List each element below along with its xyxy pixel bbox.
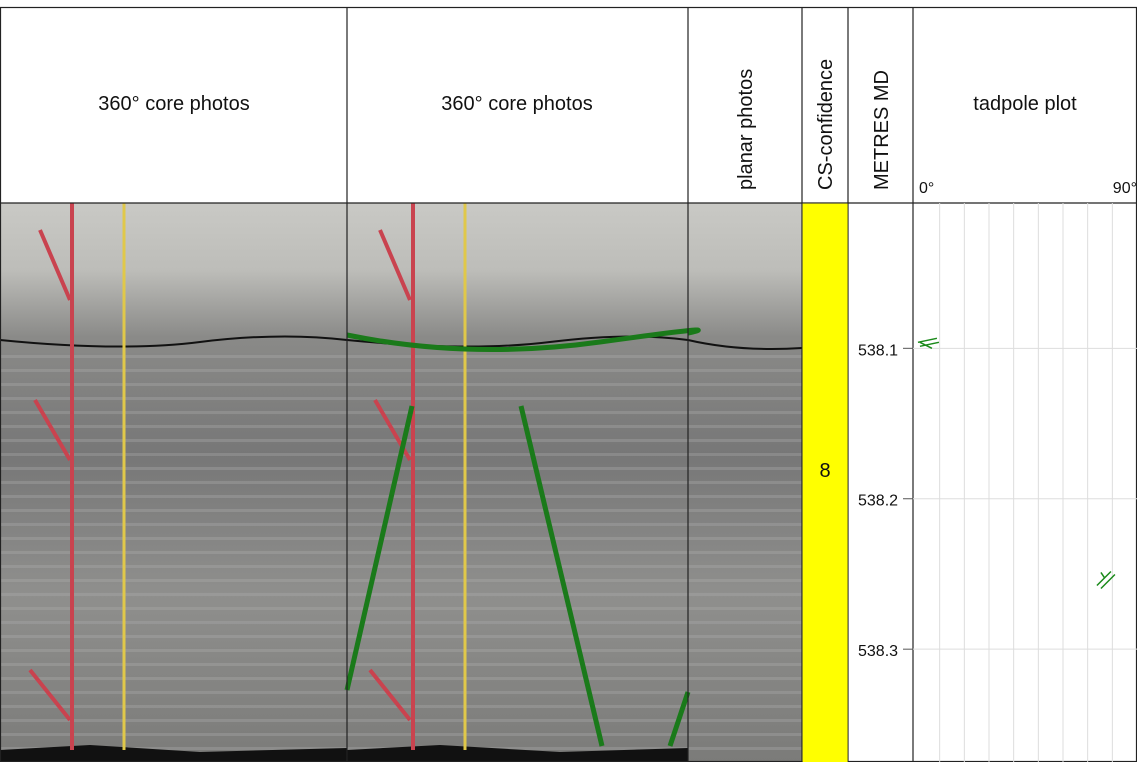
tadpole-symbol [918, 338, 939, 348]
tadpole [918, 338, 939, 348]
column-header: planar photos [735, 69, 757, 190]
column-header: 360° core photos [98, 93, 249, 115]
x-tick-label: 0° [919, 180, 934, 197]
depth-tick-label: 538.2 [858, 493, 898, 510]
core-log: 360° core photos 360° core photos planar… [0, 0, 1137, 762]
core-photo [0, 203, 802, 762]
confidence-label: 8 [819, 460, 830, 482]
depth-tick-label: 538.1 [858, 342, 898, 359]
column-header: METRES MD [871, 70, 893, 190]
x-tick-label: 90° [1113, 180, 1137, 197]
confidence-bar [803, 204, 848, 762]
column-header: 360° core photos [441, 93, 592, 115]
depth-tick-label: 538.3 [858, 643, 898, 660]
column-header: CS-confidence [815, 59, 837, 190]
column-header: tadpole plot [973, 93, 1077, 115]
